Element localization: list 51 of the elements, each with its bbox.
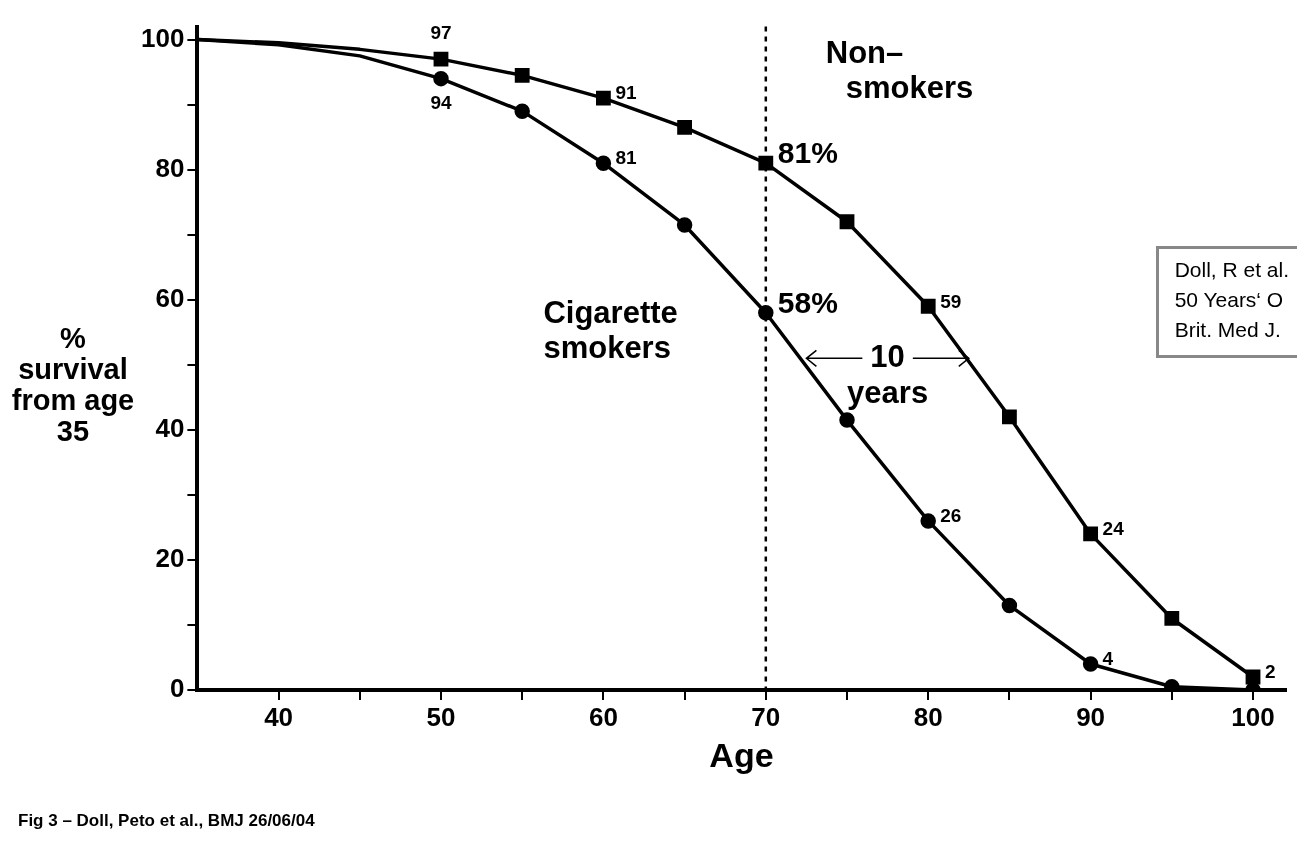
x-axis-title: Age: [709, 735, 774, 774]
series-label: Cigarette smokers: [543, 295, 678, 366]
point: [433, 70, 449, 87]
data-label: 97: [430, 22, 452, 44]
point: [1002, 409, 1017, 425]
y-tick-label: 100: [140, 22, 185, 53]
point: [920, 513, 936, 529]
point: [676, 217, 693, 233]
x-tick-label: 70: [751, 701, 781, 732]
point: [1001, 597, 1018, 614]
data-label: 4: [1102, 648, 1114, 670]
x-tick-label: 100: [1231, 701, 1275, 732]
data-label: 81: [615, 147, 637, 169]
point: [839, 412, 855, 428]
annotation: Doll, R et al. 50 Years‘ O Brit. Med J.: [1155, 246, 1297, 358]
point: [1083, 526, 1099, 542]
data-label: 2: [1265, 661, 1276, 683]
y-axis-title: % survival from age 35: [10, 322, 136, 447]
point: [595, 155, 612, 171]
annotation: 10 years: [847, 338, 929, 410]
y-tick-label: 20: [155, 543, 185, 574]
point: [1082, 656, 1099, 672]
x-tick-label: 40: [264, 701, 294, 732]
data-label: 91: [615, 82, 637, 104]
point: [1245, 669, 1261, 685]
data-label: 59: [940, 290, 962, 312]
x-tick-label: 60: [588, 701, 618, 732]
data-label: 94: [430, 91, 452, 113]
point: [514, 103, 530, 119]
text: Non–smokers: [825, 34, 974, 105]
point: [514, 67, 530, 83]
data-label: 26: [940, 505, 962, 527]
data-label: 58%: [777, 286, 838, 320]
point: [839, 214, 855, 230]
y-tick-label: 0: [169, 673, 185, 704]
data-label: 81%: [777, 136, 838, 170]
point: [758, 155, 774, 171]
point: [758, 305, 774, 321]
point: [1164, 611, 1180, 626]
point: [920, 298, 936, 314]
x-tick-label: 90: [1076, 701, 1106, 732]
x-tick-label: 50: [426, 701, 456, 732]
caption: Fig 3 – Doll, Peto et al., BMJ 26/06/04: [18, 811, 315, 831]
point: [433, 51, 449, 67]
point: [595, 90, 611, 106]
point: [677, 120, 693, 135]
y-tick-label: 40: [155, 413, 185, 444]
y-tick-label: 60: [155, 282, 185, 313]
data-label: 24: [1102, 518, 1125, 540]
y-tick-label: 80: [155, 152, 185, 183]
x-tick-label: 80: [913, 701, 943, 732]
